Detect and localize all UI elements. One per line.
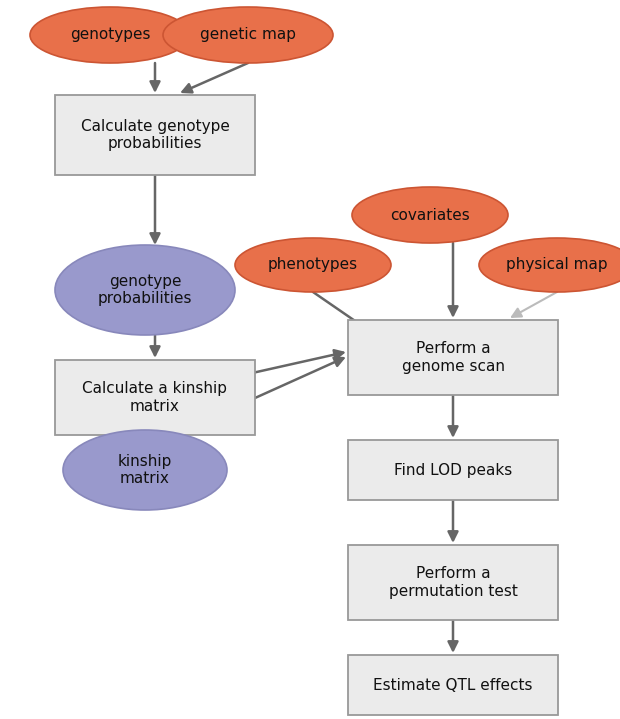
FancyBboxPatch shape (348, 320, 558, 395)
Text: Calculate genotype
probabilities: Calculate genotype probabilities (81, 119, 229, 151)
Text: Estimate QTL effects: Estimate QTL effects (373, 677, 533, 692)
FancyBboxPatch shape (348, 655, 558, 715)
Text: Perform a
genome scan: Perform a genome scan (402, 342, 505, 374)
Ellipse shape (163, 7, 333, 63)
Text: genotype
probabilities: genotype probabilities (98, 274, 192, 306)
Text: covariates: covariates (390, 208, 470, 222)
Text: Find LOD peaks: Find LOD peaks (394, 462, 512, 477)
FancyBboxPatch shape (55, 95, 255, 175)
FancyBboxPatch shape (348, 545, 558, 620)
Ellipse shape (30, 7, 190, 63)
Ellipse shape (479, 238, 620, 292)
Text: physical map: physical map (506, 257, 608, 273)
Ellipse shape (55, 245, 235, 335)
Ellipse shape (235, 238, 391, 292)
Ellipse shape (352, 187, 508, 243)
Ellipse shape (63, 430, 227, 510)
Text: genotypes: genotypes (69, 27, 150, 42)
FancyBboxPatch shape (348, 440, 558, 500)
Text: Perform a
permutation test: Perform a permutation test (389, 567, 518, 599)
Text: Calculate a kinship
matrix: Calculate a kinship matrix (82, 381, 228, 413)
Text: genetic map: genetic map (200, 27, 296, 42)
Text: phenotypes: phenotypes (268, 257, 358, 273)
Text: kinship
matrix: kinship matrix (118, 454, 172, 486)
FancyBboxPatch shape (55, 360, 255, 435)
